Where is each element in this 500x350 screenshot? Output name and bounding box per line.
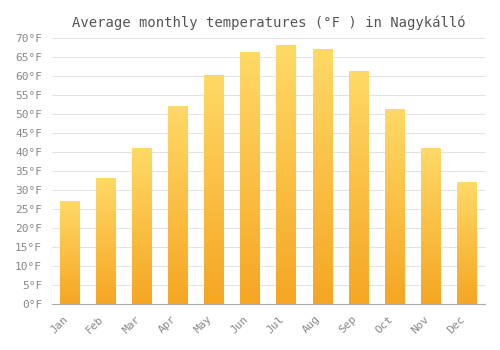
Title: Average monthly temperatures (°F ) in Nagykálló: Average monthly temperatures (°F ) in Na… — [72, 15, 465, 29]
